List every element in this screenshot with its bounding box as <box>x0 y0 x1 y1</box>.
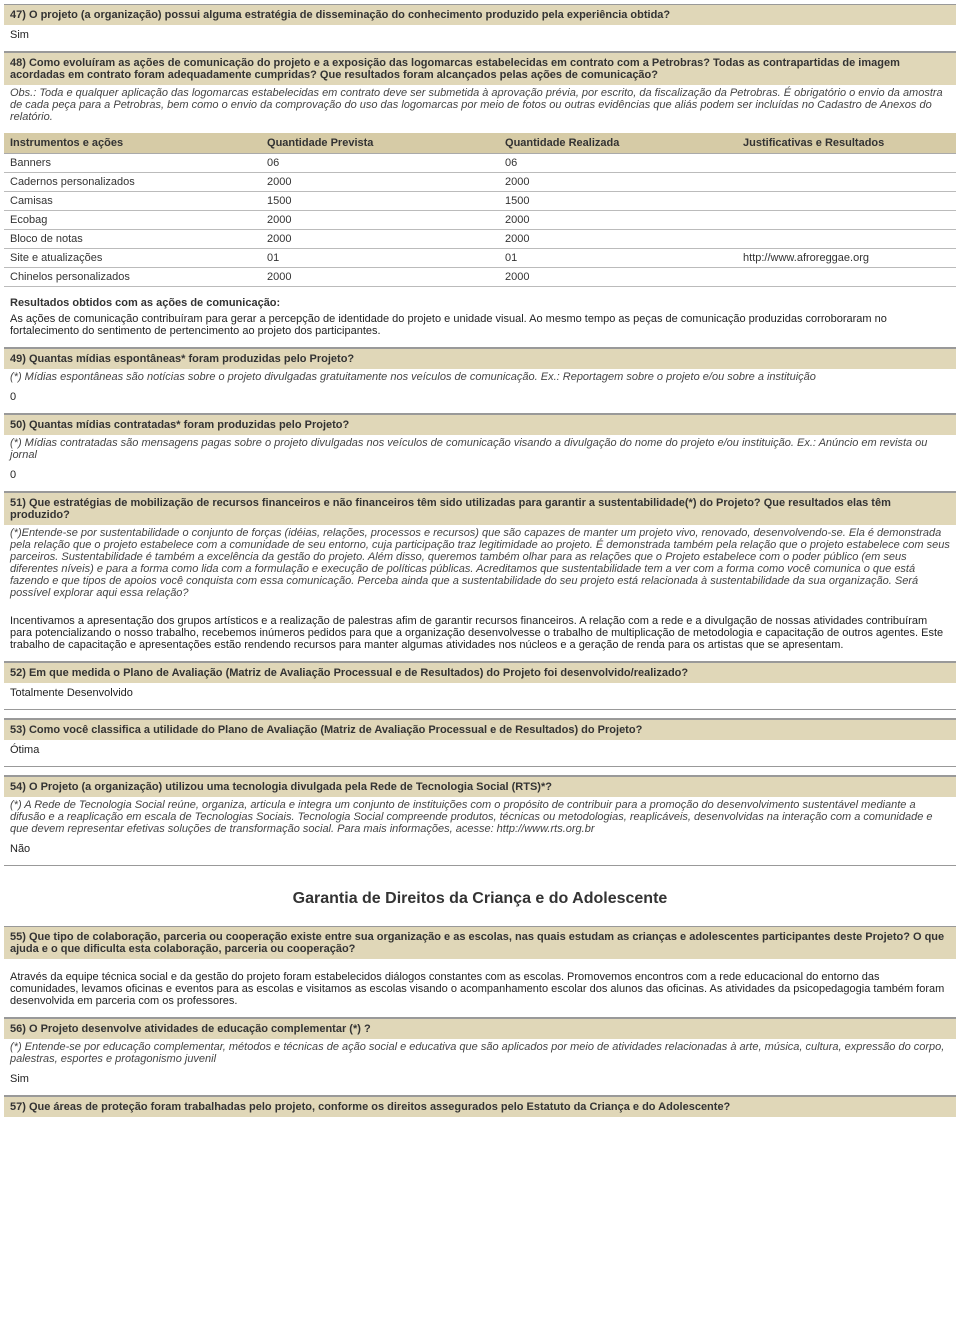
section-title: Garantia de Direitos da Criança e do Ado… <box>4 866 956 926</box>
table-cell: 01 <box>499 249 737 268</box>
table-cell: Bloco de notas <box>4 230 261 249</box>
table-cell <box>737 230 956 249</box>
table-cell: 1500 <box>499 192 737 211</box>
table-cell: 2000 <box>499 268 737 287</box>
q51-answer: Incentivamos a apresentação dos grupos a… <box>4 611 956 661</box>
q49-answer: 0 <box>4 387 956 413</box>
q49-note: (*) Mídias espontâneas são notícias sobr… <box>4 369 956 387</box>
q47-title: 47) O projeto (a organização) possui alg… <box>4 4 956 25</box>
table-cell: 2000 <box>499 173 737 192</box>
table-cell: http://www.afroreggae.org <box>737 249 956 268</box>
q54-note: (*) A Rede de Tecnologia Social reúne, o… <box>4 797 956 839</box>
table-cell: 2000 <box>261 211 499 230</box>
q48-th-2: Quantidade Realizada <box>499 133 737 154</box>
table-row: Site e atualizações0101http://www.afrore… <box>4 249 956 268</box>
q50-answer: 0 <box>4 465 956 491</box>
q54-answer: Não <box>4 839 956 865</box>
table-cell: Site e atualizações <box>4 249 261 268</box>
q49-title: 49) Quantas mídias espontâneas* foram pr… <box>4 348 956 369</box>
table-cell: 06 <box>499 154 737 173</box>
q52-title: 52) Em que medida o Plano de Avaliação (… <box>4 662 956 683</box>
table-cell: Chinelos personalizados <box>4 268 261 287</box>
q47-answer: Sim <box>4 25 956 51</box>
table-cell: 2000 <box>261 230 499 249</box>
table-cell <box>737 173 956 192</box>
q48-th-3: Justificativas e Resultados <box>737 133 956 154</box>
table-cell: 2000 <box>261 268 499 287</box>
q51-title: 51) Que estratégias de mobilização de re… <box>4 492 956 525</box>
table-cell: Ecobag <box>4 211 261 230</box>
q56-note: (*) Entende-se por educação complementar… <box>4 1039 956 1069</box>
table-cell: Cadernos personalizados <box>4 173 261 192</box>
q52-answer: Totalmente Desenvolvido <box>4 683 956 709</box>
q48-result: As ações de comunicação contribuíram par… <box>4 309 956 347</box>
q50-title: 50) Quantas mídias contratadas* foram pr… <box>4 414 956 435</box>
table-row: Chinelos personalizados20002000 <box>4 268 956 287</box>
table-cell: 01 <box>261 249 499 268</box>
q56-title: 56) O Projeto desenvolve atividades de e… <box>4 1018 956 1039</box>
table-row: Cadernos personalizados20002000 <box>4 173 956 192</box>
table-row: Camisas15001500 <box>4 192 956 211</box>
table-cell <box>737 268 956 287</box>
table-cell <box>737 211 956 230</box>
table-cell: 2000 <box>499 211 737 230</box>
q55-title: 55) Que tipo de colaboração, parceria ou… <box>4 926 956 959</box>
q53-title: 53) Como você classifica a utilidade do … <box>4 719 956 740</box>
q51-note: (*)Entende-se por sustentabilidade o con… <box>4 525 956 603</box>
table-cell <box>737 192 956 211</box>
q56-answer: Sim <box>4 1069 956 1095</box>
q48-subhead: Resultados obtidos com as ações de comun… <box>4 291 956 309</box>
q57-title: 57) Que áreas de proteção foram trabalha… <box>4 1096 956 1117</box>
q48-title: 48) Como evoluíram as ações de comunicaç… <box>4 52 956 85</box>
q48-th-0: Instrumentos e ações <box>4 133 261 154</box>
table-row: Bloco de notas20002000 <box>4 230 956 249</box>
table-cell: 1500 <box>261 192 499 211</box>
table-row: Ecobag20002000 <box>4 211 956 230</box>
table-cell: 2000 <box>499 230 737 249</box>
table-cell: Banners <box>4 154 261 173</box>
q48-table: Instrumentos e ações Quantidade Prevista… <box>4 133 956 287</box>
q48-note: Obs.: Toda e qualquer aplicação das logo… <box>4 85 956 127</box>
q53-answer: Ótima <box>4 740 956 766</box>
q50-note: (*) Mídias contratadas são mensagens pag… <box>4 435 956 465</box>
q48-th-1: Quantidade Prevista <box>261 133 499 154</box>
table-cell: Camisas <box>4 192 261 211</box>
q55-answer: Através da equipe técnica social e da ge… <box>4 967 956 1017</box>
table-cell: 2000 <box>261 173 499 192</box>
table-cell <box>737 154 956 173</box>
table-cell: 06 <box>261 154 499 173</box>
table-row: Banners0606 <box>4 154 956 173</box>
q54-title: 54) O Projeto (a organização) utilizou u… <box>4 776 956 797</box>
